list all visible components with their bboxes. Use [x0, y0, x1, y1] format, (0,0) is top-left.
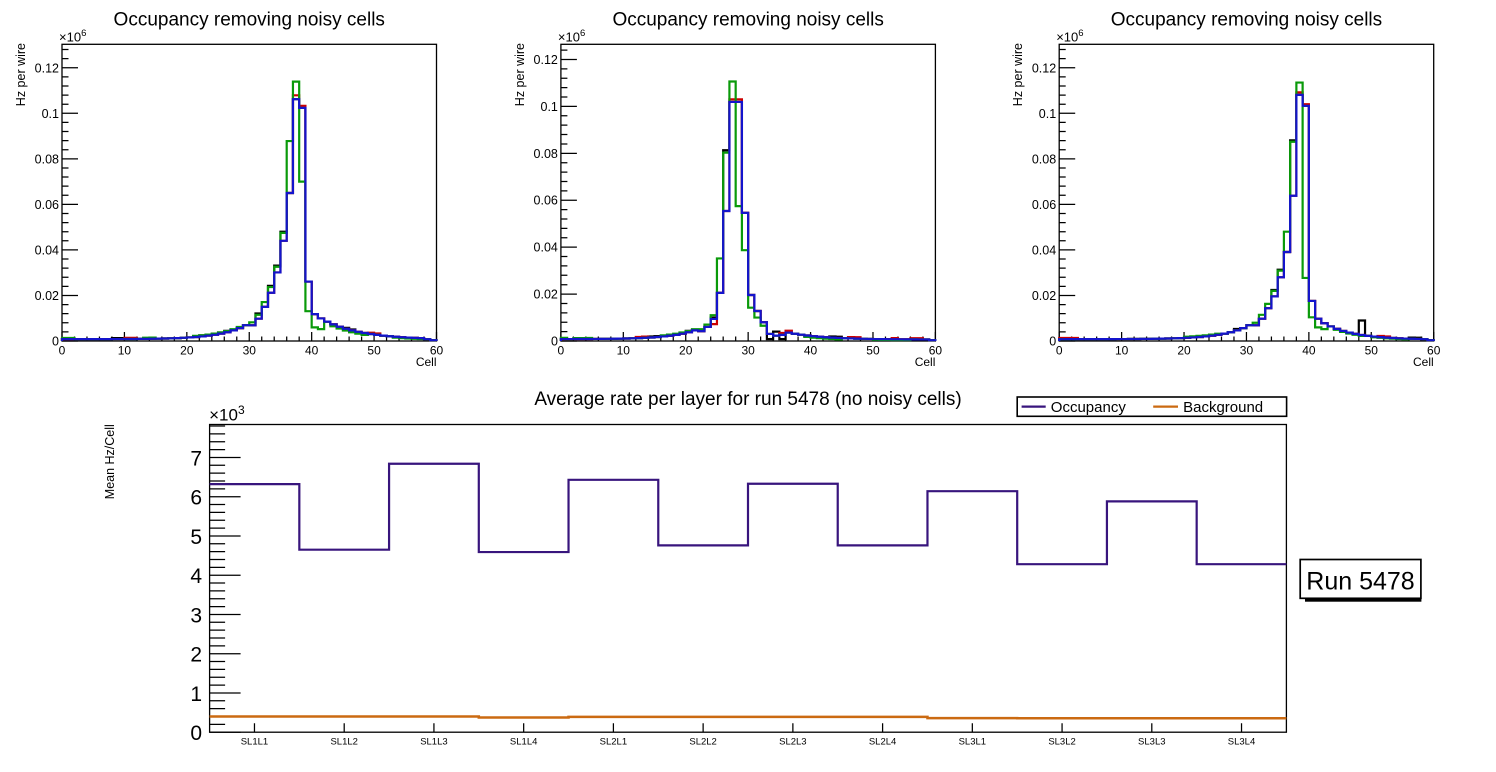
- svg-text:Cell: Cell: [416, 355, 437, 369]
- svg-text:SL2L3: SL2L3: [779, 737, 806, 748]
- svg-text:Cell: Cell: [1413, 355, 1434, 369]
- svg-text:50: 50: [1365, 344, 1379, 358]
- svg-text:Occupancy: Occupancy: [1051, 399, 1127, 416]
- svg-text:0.02: 0.02: [35, 289, 59, 303]
- svg-text:0: 0: [1049, 335, 1056, 349]
- svg-text:0.1: 0.1: [1039, 107, 1056, 121]
- svg-text:SL1L4: SL1L4: [510, 737, 537, 748]
- svg-text:0.06: 0.06: [534, 194, 558, 208]
- svg-text:40: 40: [804, 344, 818, 358]
- svg-text:×106: ×106: [558, 28, 585, 45]
- svg-text:0.06: 0.06: [35, 198, 59, 212]
- svg-text:40: 40: [305, 344, 319, 358]
- svg-text:Mean Hz/Cell: Mean Hz/Cell: [103, 424, 117, 499]
- svg-text:×103: ×103: [209, 403, 245, 425]
- svg-text:Hz per wire: Hz per wire: [14, 43, 28, 106]
- svg-text:50: 50: [866, 344, 880, 358]
- svg-text:40: 40: [1302, 344, 1316, 358]
- svg-text:60: 60: [1427, 344, 1441, 358]
- svg-text:7: 7: [190, 447, 202, 470]
- svg-text:0.04: 0.04: [35, 243, 59, 257]
- svg-text:60: 60: [430, 344, 444, 358]
- svg-text:0.08: 0.08: [534, 147, 558, 161]
- svg-text:Run 5478: Run 5478: [1306, 567, 1414, 595]
- svg-text:0: 0: [1056, 344, 1063, 358]
- svg-text:60: 60: [929, 344, 943, 358]
- svg-text:0.02: 0.02: [534, 288, 558, 302]
- svg-text:10: 10: [1115, 344, 1129, 358]
- svg-text:0.04: 0.04: [1032, 243, 1056, 257]
- svg-text:30: 30: [1240, 344, 1254, 358]
- svg-text:SL1L2: SL1L2: [330, 737, 357, 748]
- svg-text:4: 4: [190, 565, 202, 588]
- svg-text:10: 10: [118, 344, 132, 358]
- svg-text:SL1L1: SL1L1: [241, 737, 268, 748]
- svg-text:50: 50: [367, 344, 381, 358]
- svg-text:2: 2: [190, 644, 202, 667]
- svg-text:20: 20: [679, 344, 693, 358]
- svg-text:SL2L4: SL2L4: [869, 737, 896, 748]
- svg-text:0.1: 0.1: [42, 107, 59, 121]
- svg-text:Background: Background: [1183, 399, 1263, 416]
- svg-text:5: 5: [190, 526, 202, 549]
- svg-text:0.12: 0.12: [534, 53, 558, 67]
- svg-text:0: 0: [59, 344, 66, 358]
- svg-text:6: 6: [190, 487, 202, 510]
- svg-text:SL3L3: SL3L3: [1138, 737, 1165, 748]
- svg-text:0: 0: [52, 335, 59, 349]
- svg-text:0.08: 0.08: [1032, 152, 1056, 166]
- svg-text:3: 3: [190, 604, 202, 627]
- svg-text:0: 0: [558, 344, 565, 358]
- svg-text:SL1L3: SL1L3: [420, 737, 447, 748]
- svg-text:0: 0: [551, 335, 558, 349]
- svg-text:0.1: 0.1: [541, 100, 558, 114]
- svg-text:SL3L4: SL3L4: [1228, 737, 1255, 748]
- svg-text:Occupancy removing noisy cells: Occupancy removing noisy cells: [612, 10, 883, 31]
- svg-text:0.02: 0.02: [1032, 289, 1056, 303]
- svg-text:20: 20: [1177, 344, 1191, 358]
- svg-text:×106: ×106: [1056, 28, 1083, 45]
- svg-text:0.04: 0.04: [534, 241, 558, 255]
- svg-text:SL2L1: SL2L1: [600, 737, 627, 748]
- svg-text:30: 30: [741, 344, 755, 358]
- svg-text:0.12: 0.12: [35, 61, 59, 75]
- svg-text:20: 20: [180, 344, 194, 358]
- svg-text:0.08: 0.08: [35, 152, 59, 166]
- svg-text:SL3L2: SL3L2: [1048, 737, 1075, 748]
- svg-text:30: 30: [243, 344, 257, 358]
- svg-text:0.06: 0.06: [1032, 198, 1056, 212]
- svg-text:0: 0: [190, 722, 202, 745]
- svg-text:SL2L2: SL2L2: [689, 737, 716, 748]
- svg-text:0.12: 0.12: [1032, 61, 1056, 75]
- svg-text:Occupancy removing noisy cells: Occupancy removing noisy cells: [1111, 10, 1382, 31]
- svg-text:SL3L1: SL3L1: [959, 737, 986, 748]
- svg-text:Cell: Cell: [915, 355, 936, 369]
- svg-text:Hz per wire: Hz per wire: [513, 43, 527, 106]
- svg-text:×106: ×106: [59, 28, 86, 45]
- svg-text:10: 10: [617, 344, 631, 358]
- svg-text:1: 1: [190, 683, 202, 706]
- svg-text:Occupancy removing noisy cells: Occupancy removing noisy cells: [114, 10, 385, 31]
- svg-text:Average rate per layer for run: Average rate per layer for run 5478 (no …: [534, 389, 961, 410]
- svg-text:Hz per wire: Hz per wire: [1011, 43, 1025, 106]
